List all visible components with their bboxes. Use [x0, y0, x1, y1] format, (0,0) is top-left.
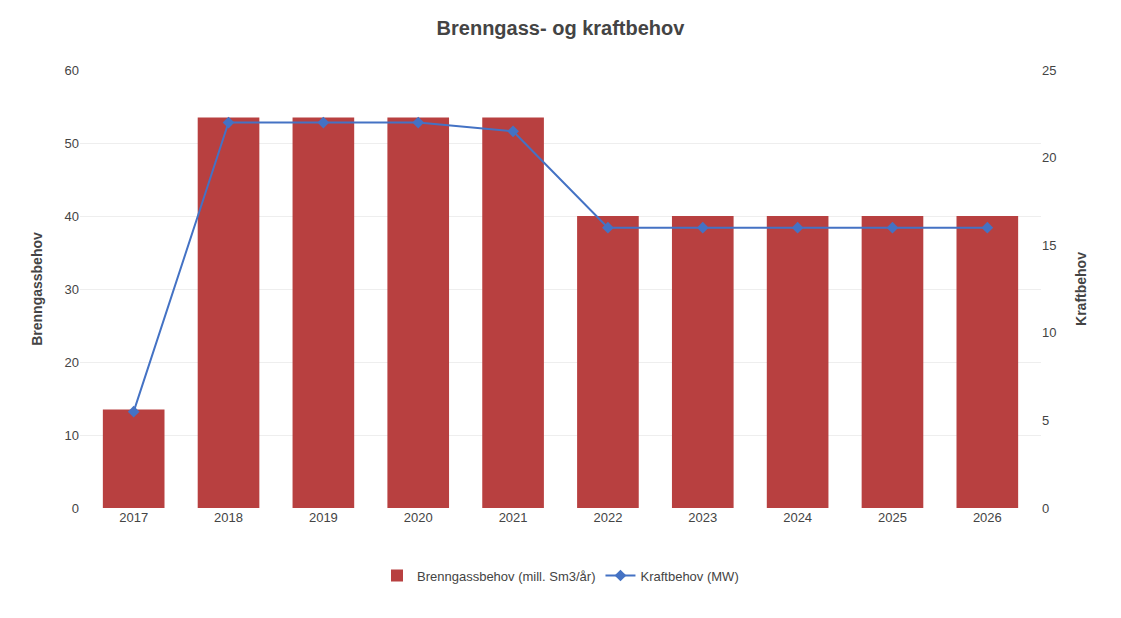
- svg-text:2017: 2017: [119, 510, 148, 525]
- svg-text:15: 15: [1042, 238, 1056, 253]
- svg-text:10: 10: [65, 428, 79, 443]
- svg-text:Brenngass- og kraftbehov: Brenngass- og kraftbehov: [437, 17, 686, 39]
- svg-text:30: 30: [65, 282, 79, 297]
- svg-text:Brenngassbehov (mill. Sm3/år): Brenngassbehov (mill. Sm3/år): [417, 569, 595, 584]
- svg-text:50: 50: [65, 136, 79, 151]
- svg-text:25: 25: [1042, 63, 1056, 78]
- svg-text:Brenngassbehov: Brenngassbehov: [29, 232, 45, 346]
- svg-text:2018: 2018: [214, 510, 243, 525]
- svg-text:5: 5: [1042, 413, 1049, 428]
- svg-text:Kraftbehov: Kraftbehov: [1073, 252, 1089, 326]
- svg-text:0: 0: [1042, 501, 1049, 516]
- svg-text:0: 0: [72, 501, 79, 516]
- svg-text:2019: 2019: [309, 510, 338, 525]
- svg-text:40: 40: [65, 209, 79, 224]
- svg-text:60: 60: [65, 63, 79, 78]
- svg-text:2021: 2021: [499, 510, 528, 525]
- svg-text:2023: 2023: [688, 510, 717, 525]
- svg-text:2025: 2025: [878, 510, 907, 525]
- svg-text:20: 20: [1042, 150, 1056, 165]
- svg-text:20: 20: [65, 355, 79, 370]
- svg-text:2026: 2026: [973, 510, 1002, 525]
- svg-text:2024: 2024: [783, 510, 812, 525]
- svg-text:2020: 2020: [404, 510, 433, 525]
- svg-text:Kraftbehov (MW): Kraftbehov (MW): [640, 569, 738, 584]
- svg-text:10: 10: [1042, 325, 1056, 340]
- svg-text:2022: 2022: [593, 510, 622, 525]
